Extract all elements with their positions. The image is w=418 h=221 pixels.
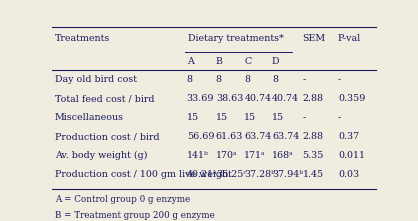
- Text: 2.88: 2.88: [303, 132, 324, 141]
- Text: 171ᵃ: 171ᵃ: [245, 151, 266, 160]
- Text: 37.94ᵇ: 37.94ᵇ: [272, 170, 303, 179]
- Text: 56.69: 56.69: [187, 132, 214, 141]
- Text: B = Treatment group 200 g enzyme: B = Treatment group 200 g enzyme: [55, 211, 214, 221]
- Text: Miscellaneous: Miscellaneous: [55, 113, 124, 122]
- Text: 8: 8: [216, 75, 222, 84]
- Text: 141ᵇ: 141ᵇ: [187, 151, 209, 160]
- Text: D: D: [272, 57, 279, 66]
- Text: 168ᵃ: 168ᵃ: [272, 151, 293, 160]
- Text: P-val: P-val: [338, 34, 361, 43]
- Text: 37.28ᵇ: 37.28ᵇ: [245, 170, 275, 179]
- Text: -: -: [338, 113, 341, 122]
- Text: -: -: [338, 75, 341, 84]
- Text: 8: 8: [272, 75, 278, 84]
- Text: 40.74: 40.74: [272, 94, 299, 103]
- Text: Dietary treatments*: Dietary treatments*: [188, 34, 284, 43]
- Text: A: A: [187, 57, 194, 66]
- Text: 170ᵃ: 170ᵃ: [216, 151, 237, 160]
- Text: 8: 8: [245, 75, 250, 84]
- Text: Production cost / 100 gm live weight: Production cost / 100 gm live weight: [55, 170, 232, 179]
- Text: SEM: SEM: [303, 34, 326, 43]
- Text: 0.359: 0.359: [338, 94, 365, 103]
- Text: Day old bird cost: Day old bird cost: [55, 75, 137, 84]
- Text: -: -: [303, 113, 306, 122]
- Text: A = Control group 0 g enzyme: A = Control group 0 g enzyme: [55, 195, 190, 204]
- Text: 15: 15: [245, 113, 257, 122]
- Text: Treatments: Treatments: [55, 34, 110, 43]
- Text: 0.03: 0.03: [338, 170, 359, 179]
- Text: 63.74: 63.74: [245, 132, 272, 141]
- Text: Production cost / bird: Production cost / bird: [55, 132, 159, 141]
- Text: 2.88: 2.88: [303, 94, 324, 103]
- Text: 8: 8: [187, 75, 193, 84]
- Text: 15: 15: [216, 113, 228, 122]
- Text: 38.63: 38.63: [216, 94, 243, 103]
- Text: 33.69: 33.69: [187, 94, 214, 103]
- Text: 40.21ᵃ: 40.21ᵃ: [187, 170, 217, 179]
- Text: 5.35: 5.35: [303, 151, 324, 160]
- Text: 40.74: 40.74: [245, 94, 271, 103]
- Text: 15: 15: [272, 113, 284, 122]
- Text: 15: 15: [187, 113, 199, 122]
- Text: -: -: [303, 75, 306, 84]
- Text: C: C: [245, 57, 252, 66]
- Text: Av. body weight (g): Av. body weight (g): [55, 151, 147, 160]
- Text: 1.45: 1.45: [303, 170, 324, 179]
- Text: 36.25ᶜ: 36.25ᶜ: [216, 170, 247, 179]
- Text: Total feed cost / bird: Total feed cost / bird: [55, 94, 154, 103]
- Text: 63.74: 63.74: [272, 132, 299, 141]
- Text: 0.011: 0.011: [338, 151, 365, 160]
- Text: 61.63: 61.63: [216, 132, 243, 141]
- Text: 0.37: 0.37: [338, 132, 359, 141]
- Text: B: B: [216, 57, 223, 66]
